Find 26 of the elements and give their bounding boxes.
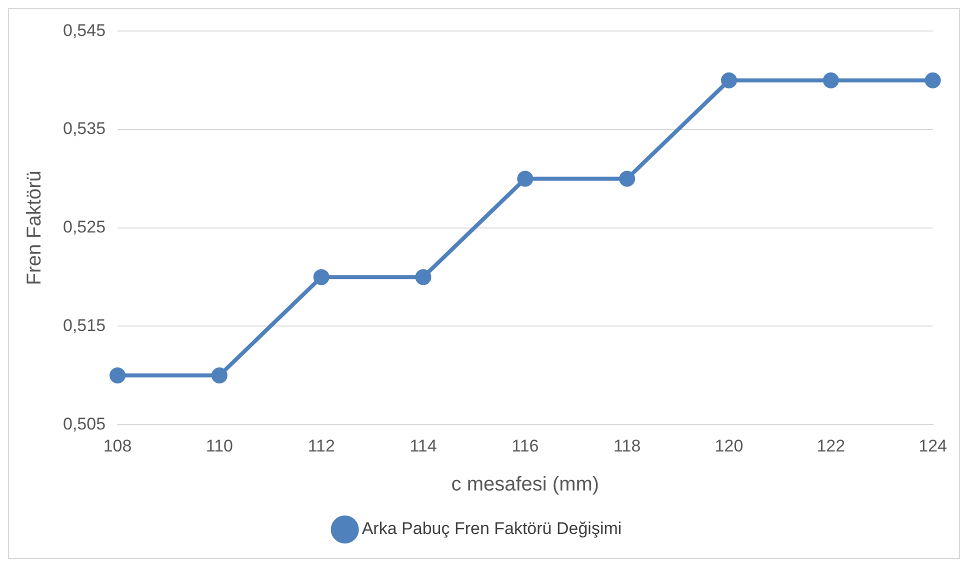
legend-label: Arka Pabuç Fren Faktörü Değişimi <box>362 519 622 538</box>
x-axis-title: c mesafesi (mm) <box>451 474 600 496</box>
x-tick-label: 108 <box>103 436 132 456</box>
point <box>415 269 432 286</box>
y-tick-label: 0,545 <box>62 20 106 40</box>
y-tick-label: 0,515 <box>62 316 106 335</box>
point <box>822 72 839 88</box>
x-tick-label: 116 <box>512 436 539 456</box>
x-tick-label: 120 <box>714 436 744 456</box>
x-tick-label: 110 <box>206 436 234 456</box>
y-tick-label: 0,535 <box>62 119 106 138</box>
point <box>313 269 330 286</box>
x-tick-label: 114 <box>410 436 437 456</box>
point <box>211 367 228 384</box>
x-tick-label: 118 <box>614 436 641 456</box>
point <box>110 367 126 384</box>
x-tick-label: 124 <box>918 436 948 456</box>
x-tick-label: 112 <box>308 436 335 456</box>
y-tick-label: 0,525 <box>62 218 106 237</box>
y-tick-label: 0,505 <box>62 414 106 434</box>
point <box>924 72 941 88</box>
x-tick-label: 122 <box>816 436 846 456</box>
point <box>721 72 737 88</box>
point <box>517 170 534 187</box>
y-axis-title: Fren Faktörü <box>24 170 46 286</box>
point <box>619 170 636 187</box>
